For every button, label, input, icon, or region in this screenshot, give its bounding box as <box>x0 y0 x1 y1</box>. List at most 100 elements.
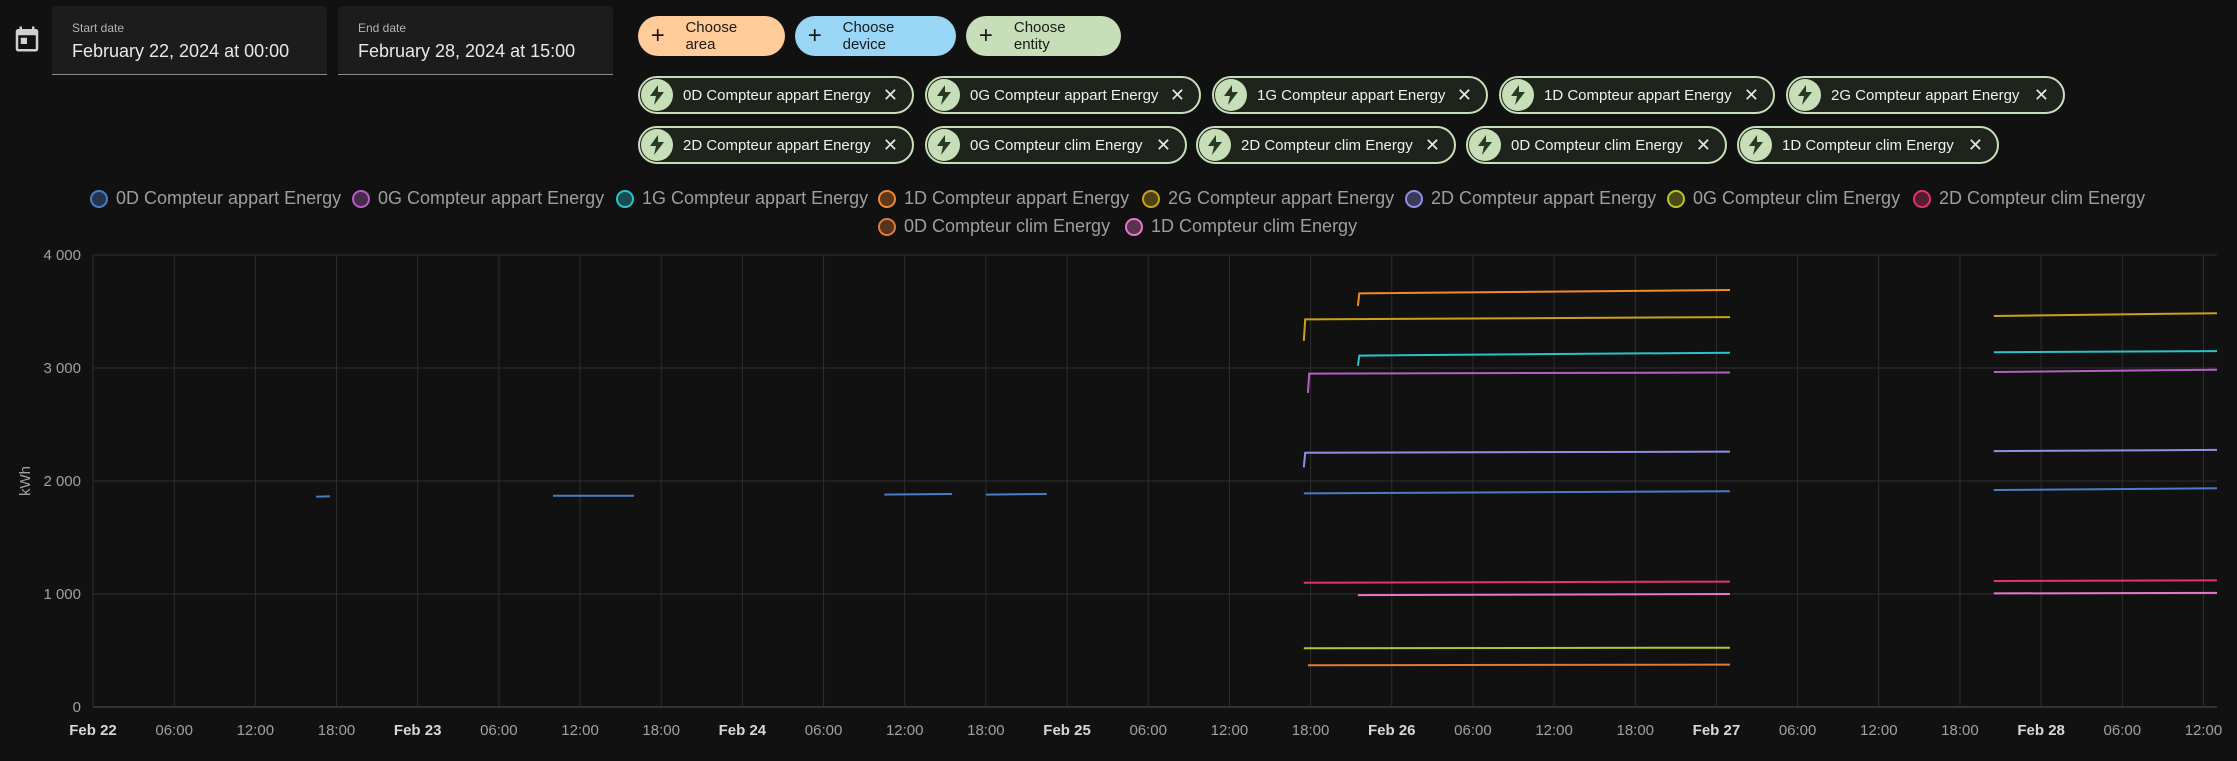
legend-item[interactable]: 2G Compteur appart Energy <box>1142 188 1394 209</box>
x-tick-label: 12:00 <box>237 722 275 739</box>
start-date-value: February 22, 2024 at 00:00 <box>72 41 290 61</box>
x-tick-label: Feb 22 <box>69 722 117 739</box>
choose-area-button[interactable]: + Choose area <box>638 16 785 56</box>
close-icon[interactable]: ✕ <box>1169 84 1185 105</box>
x-tick-label: 18:00 <box>967 722 1005 739</box>
entity-chip[interactable]: 2D Compteur appart Energy ✕ <box>638 126 914 164</box>
close-icon[interactable]: ✕ <box>1967 134 1983 155</box>
x-tick-label: 18:00 <box>1941 722 1979 739</box>
series-line <box>1993 579 2218 582</box>
close-icon[interactable]: ✕ <box>1456 84 1472 105</box>
entity-chip[interactable]: 1D Compteur clim Energy ✕ <box>1737 126 1999 164</box>
x-tick-label: Feb 28 <box>2017 722 2065 739</box>
entity-chip[interactable]: 0D Compteur clim Energy ✕ <box>1466 126 1727 164</box>
legend-swatch <box>1125 217 1143 236</box>
legend-label: 0D Compteur appart Energy <box>116 188 342 208</box>
series-line <box>1993 350 2218 354</box>
choose-device-button[interactable]: + Choose device <box>795 16 956 56</box>
entity-chip[interactable]: 0G Compteur clim Energy ✕ <box>925 126 1187 164</box>
legend-item[interactable]: 0D Compteur clim Energy <box>878 216 1110 237</box>
entity-chip[interactable]: 0D Compteur appart Energy ✕ <box>638 76 914 114</box>
x-tick-label: Feb 23 <box>394 722 442 739</box>
legend-item[interactable]: 0G Compteur appart Energy <box>352 188 604 209</box>
lightning-icon <box>1789 79 1821 111</box>
legend-item[interactable]: 0G Compteur clim Energy <box>1667 188 1900 209</box>
series-line <box>1302 450 1731 468</box>
series-line <box>1993 487 2218 491</box>
legend-swatch <box>352 189 370 208</box>
close-icon[interactable]: ✕ <box>1155 134 1171 155</box>
legend-label: 1G Compteur appart Energy <box>642 188 869 208</box>
legend-label: 0G Compteur clim Energy <box>1693 188 1901 208</box>
legend-label: 2G Compteur appart Energy <box>1168 188 1395 208</box>
series-line <box>1303 646 1731 650</box>
lightning-icon <box>928 79 960 111</box>
legend-item[interactable]: 2D Compteur clim Energy <box>1913 188 2145 209</box>
legend-swatch <box>1913 189 1931 208</box>
entity-chip-label: 1D Compteur appart Energy <box>1544 86 1732 104</box>
x-tick-label: 18:00 <box>642 722 680 739</box>
x-tick-label: 06:00 <box>805 722 843 739</box>
x-tick-label: Feb 27 <box>1693 722 1741 739</box>
series-line <box>1356 351 1731 366</box>
x-tick-label: 06:00 <box>2104 722 2142 739</box>
choose-device-label: Choose device <box>842 19 895 53</box>
close-icon[interactable]: ✕ <box>882 134 898 155</box>
entity-chip-label: 0D Compteur clim Energy <box>1511 136 1683 154</box>
close-icon[interactable]: ✕ <box>1743 84 1759 105</box>
entity-chip-label: 0G Compteur appart Energy <box>970 86 1159 104</box>
lightning-icon <box>1199 129 1231 161</box>
x-tick-label: 18:00 <box>1616 722 1654 739</box>
close-icon[interactable]: ✕ <box>1695 134 1711 155</box>
legend-swatch <box>90 189 108 208</box>
entity-chip[interactable]: 1D Compteur appart Energy ✕ <box>1499 76 1775 114</box>
legend-swatch <box>616 189 634 208</box>
start-date-field[interactable]: Start date February 22, 2024 at 00:00 <box>52 6 327 75</box>
y-tick-label: 3 000 <box>43 360 81 377</box>
x-tick-label: 12:00 <box>2185 722 2223 739</box>
x-tick-label: 12:00 <box>1535 722 1573 739</box>
entity-chip[interactable]: 2D Compteur clim Energy ✕ <box>1196 126 1456 164</box>
series-line <box>1302 316 1731 341</box>
end-date-value: February 28, 2024 at 15:00 <box>358 41 576 61</box>
legend-swatch <box>1667 189 1685 208</box>
legend-item[interactable]: 2D Compteur appart Energy <box>1405 188 1656 209</box>
end-date-field[interactable]: End date February 28, 2024 at 15:00 <box>338 6 613 75</box>
x-tick-label: 06:00 <box>1129 722 1167 739</box>
legend-item[interactable]: 0D Compteur appart Energy <box>90 188 341 209</box>
plus-icon: + <box>650 22 665 49</box>
entity-chip[interactable]: 1G Compteur appart Energy ✕ <box>1212 76 1488 114</box>
lightning-icon <box>1502 79 1534 111</box>
series-line <box>1303 490 1731 495</box>
x-tick-label: 12:00 <box>1211 722 1249 739</box>
series-line <box>884 493 953 496</box>
calendar-icon[interactable] <box>12 24 42 54</box>
legend-label: 1D Compteur appart Energy <box>904 188 1130 208</box>
legend-item[interactable]: 1D Compteur clim Energy <box>1125 216 1357 237</box>
lightning-icon <box>1740 129 1772 161</box>
entity-chip[interactable]: 2G Compteur appart Energy ✕ <box>1786 76 2065 114</box>
x-tick-label: 12:00 <box>561 722 599 739</box>
legend-item[interactable]: 1D Compteur appart Energy <box>878 188 1129 209</box>
x-tick-label: 06:00 <box>1454 722 1492 739</box>
lightning-icon <box>928 129 960 161</box>
y-tick-label: 1 000 <box>43 586 81 603</box>
entity-chip-label: 2D Compteur clim Energy <box>1241 136 1413 154</box>
y-tick-label: 4 000 <box>43 247 81 264</box>
close-icon[interactable]: ✕ <box>1424 134 1440 155</box>
y-tick-label: 0 <box>73 699 81 716</box>
x-tick-label: 18:00 <box>318 722 356 739</box>
y-axis-label: kWh <box>17 466 34 496</box>
legend-label: 0D Compteur clim Energy <box>904 216 1111 236</box>
legend-item[interactable]: 1G Compteur appart Energy <box>616 188 868 209</box>
series-line <box>316 495 330 498</box>
close-icon[interactable]: ✕ <box>2033 84 2049 105</box>
series-line <box>1306 371 1731 393</box>
close-icon[interactable]: ✕ <box>882 84 898 105</box>
choose-entity-button[interactable]: + Choose entity <box>966 16 1121 56</box>
legend-label: 2D Compteur clim Energy <box>1939 188 2146 208</box>
choose-area-label: Choose area <box>685 19 738 53</box>
legend-swatch <box>1142 189 1160 208</box>
entity-chip[interactable]: 0G Compteur appart Energy ✕ <box>925 76 1201 114</box>
legend-label: 1D Compteur clim Energy <box>1151 216 1358 236</box>
